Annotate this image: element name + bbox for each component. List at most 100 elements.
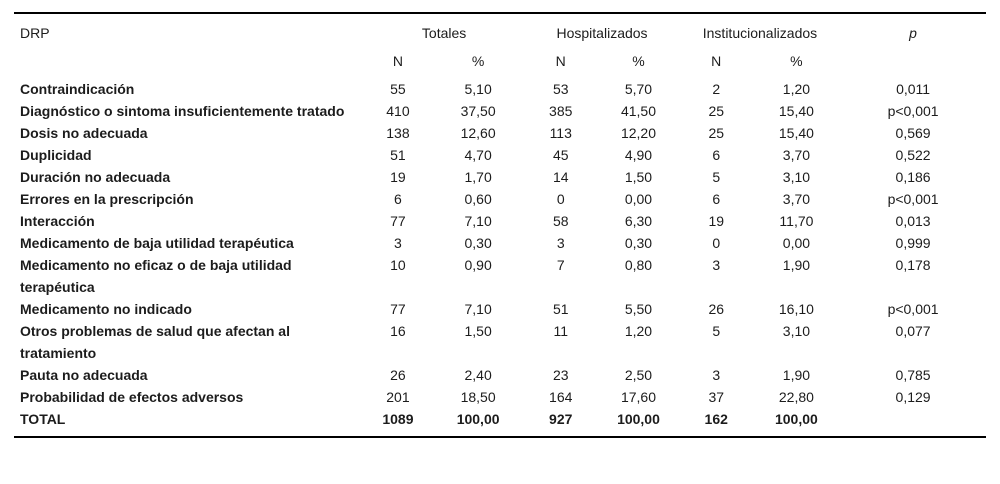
institucionalizados-n: 19 — [708, 213, 725, 229]
institucionalizados-n: 37 — [708, 389, 725, 405]
drp-label: Duplicidad — [20, 147, 92, 163]
totales-pct: 18,50 — [460, 389, 496, 405]
totales-pct: 2,40 — [464, 367, 492, 383]
institucionalizados-n: 6 — [712, 147, 721, 163]
total-institucionalizados-pct: 100,00 — [774, 411, 818, 427]
totales-n: 138 — [386, 125, 410, 141]
drp-label: Medicamento de baja utilidad terapéutica — [20, 235, 294, 251]
hospitalizados-n: 14 — [552, 169, 569, 185]
institucionalizados-pct: 3,70 — [782, 147, 811, 163]
col-header-institucionalizados: Institucionalizados — [702, 25, 818, 41]
total-p-value — [840, 408, 986, 437]
table-row: Duplicidad 51 4,70 45 4,90 6 3,70 0,522 — [14, 144, 986, 166]
hospitalizados-pct: 1,20 — [624, 323, 653, 339]
table-footer: TOTAL 1089 100,00 927 100,00 162 100,00 — [14, 408, 986, 437]
table-row: Errores en la prescripción 6 0,60 0 0,00… — [14, 188, 986, 210]
drp-label: Otros problemas de salud que afectan al … — [20, 323, 290, 361]
sub-header-empty — [14, 48, 364, 78]
hospitalizados-pct: 5,50 — [624, 301, 653, 317]
institucionalizados-n: 5 — [712, 169, 721, 185]
totales-n: 55 — [390, 81, 406, 97]
totales-n: 77 — [390, 213, 406, 229]
hospitalizados-n: 51 — [552, 301, 569, 317]
institucionalizados-pct: 1,90 — [782, 257, 811, 273]
totales-pct: 12,60 — [460, 125, 496, 141]
institucionalizados-pct: 16,10 — [778, 301, 814, 317]
p-value: p<0,001 — [887, 301, 939, 317]
col-header-hospitalizados: Hospitalizados — [556, 25, 648, 41]
sub-header-hospitalizados-n: N — [555, 53, 566, 69]
drp-label: Duración no adecuada — [20, 169, 171, 185]
table-row: Duración no adecuada 19 1,70 14 1,50 5 3… — [14, 166, 986, 188]
p-value: 0,999 — [895, 235, 931, 251]
p-value: p<0,001 — [887, 191, 939, 207]
p-value: 0,178 — [895, 257, 931, 273]
p-value: p<0,001 — [887, 103, 939, 119]
drp-label: Diagnóstico o sintoma insuficientemente … — [20, 103, 345, 119]
totales-n: 19 — [390, 169, 406, 185]
totales-pct: 37,50 — [460, 103, 496, 119]
total-row: TOTAL 1089 100,00 927 100,00 162 100,00 — [14, 408, 986, 437]
institucionalizados-n: 6 — [712, 191, 721, 207]
p-value: 0,013 — [895, 213, 931, 229]
hospitalizados-n: 11 — [553, 323, 568, 339]
institucionalizados-pct: 1,20 — [782, 81, 811, 97]
totales-n: 16 — [390, 323, 406, 339]
p-value: 0,011 — [896, 81, 931, 97]
col-header-totales: Totales — [421, 25, 467, 41]
hospitalizados-n: 53 — [552, 81, 569, 97]
institucionalizados-pct: 22,80 — [778, 389, 814, 405]
hospitalizados-pct: 12,20 — [620, 125, 656, 141]
totales-n: 201 — [386, 389, 410, 405]
drp-table: DRP Totales Hospitalizados Institucional… — [14, 12, 986, 438]
institucionalizados-n: 25 — [708, 125, 725, 141]
totales-pct: 1,50 — [464, 323, 492, 339]
institucionalizados-pct: 15,40 — [778, 103, 814, 119]
totales-pct: 0,30 — [464, 235, 492, 251]
total-hospitalizados-pct: 100,00 — [617, 411, 660, 427]
table-header: DRP Totales Hospitalizados Institucional… — [14, 13, 986, 78]
table-row: Otros problemas de salud que afectan al … — [14, 320, 986, 364]
sub-header-totales-pct: % — [471, 53, 485, 69]
hospitalizados-n: 113 — [549, 125, 572, 141]
sub-header-row: N % N % N % — [14, 48, 986, 78]
p-value: 0,077 — [895, 323, 931, 339]
hospitalizados-n: 0 — [556, 191, 565, 207]
hospitalizados-n: 58 — [552, 213, 569, 229]
total-institucionalizados-n: 162 — [704, 411, 728, 427]
hospitalizados-pct: 1,50 — [624, 169, 653, 185]
hospitalizados-pct: 2,50 — [624, 367, 653, 383]
totales-pct: 7,10 — [464, 213, 492, 229]
institucionalizados-pct: 0,00 — [782, 235, 811, 251]
institucionalizados-pct: 1,90 — [782, 367, 811, 383]
institucionalizados-n: 2 — [712, 81, 721, 97]
total-totales-pct: 100,00 — [456, 411, 500, 427]
totales-pct: 0,90 — [464, 257, 492, 273]
sub-header-hospitalizados-pct: % — [632, 53, 645, 69]
hospitalizados-pct: 6,30 — [624, 213, 653, 229]
sub-header-institucionalizados-pct: % — [790, 53, 803, 69]
table-row: Dosis no adecuada 138 12,60 113 12,20 25… — [14, 122, 986, 144]
table-row: Medicamento no indicado 77 7,10 51 5,50 … — [14, 298, 986, 320]
hospitalizados-n: 385 — [549, 103, 573, 119]
totales-n: 51 — [390, 147, 406, 163]
table-row: Interacción 77 7,10 58 6,30 19 11,70 0,0… — [14, 210, 986, 232]
institucionalizados-n: 26 — [708, 301, 725, 317]
p-value: 0,129 — [895, 389, 931, 405]
institucionalizados-pct: 3,10 — [782, 323, 811, 339]
totales-pct: 5,10 — [464, 81, 492, 97]
col-header-drp: DRP — [20, 25, 50, 41]
hospitalizados-n: 7 — [556, 257, 565, 273]
table-row: Probabilidad de efectos adversos 201 18,… — [14, 386, 986, 408]
hospitalizados-n: 45 — [552, 147, 569, 163]
hospitalizados-pct: 0,30 — [624, 235, 653, 251]
total-hospitalizados-n: 927 — [549, 411, 573, 427]
drp-label: Dosis no adecuada — [20, 125, 148, 141]
drp-label: Contraindicación — [20, 81, 135, 97]
drp-label: Interacción — [20, 213, 95, 229]
totales-pct: 0,60 — [464, 191, 492, 207]
totales-pct: 7,10 — [464, 301, 492, 317]
drp-label: Pauta no adecuada — [20, 367, 148, 383]
table-row: Contraindicación 55 5,10 53 5,70 2 1,20 … — [14, 78, 986, 100]
